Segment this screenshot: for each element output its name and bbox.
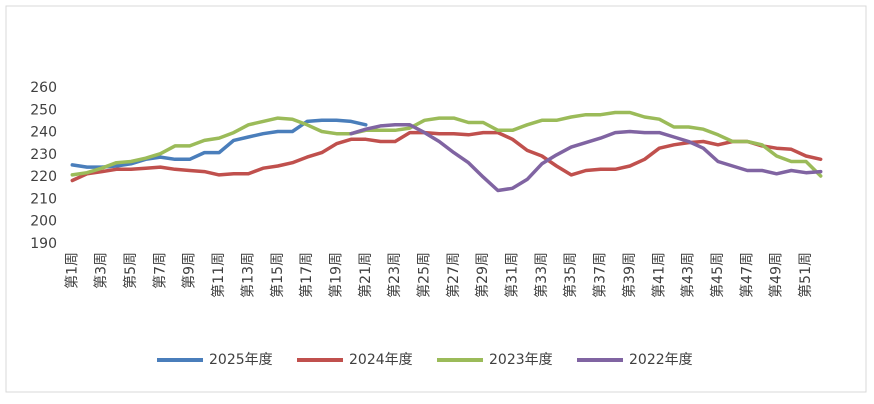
x-tick-label: 第29周	[474, 252, 491, 298]
x-tick-label: 第43周	[680, 252, 697, 298]
y-tick-label: 240	[30, 125, 57, 141]
x-tick-label: 第33周	[533, 252, 550, 298]
x-tick-label: 第9周	[181, 252, 198, 289]
x-tick-label: 第35周	[562, 252, 579, 298]
legend-label: 2024年度	[349, 352, 413, 368]
x-tick-label: 第13周	[239, 252, 256, 298]
line-series	[70, 110, 823, 178]
legend-label: 2022年度	[629, 352, 693, 368]
line-series	[70, 118, 368, 169]
y-tick-label: 260	[30, 80, 57, 96]
y-tick-label: 190	[30, 236, 57, 252]
x-tick-label: 第11周	[210, 252, 227, 298]
x-tick-label: 第23周	[386, 252, 403, 298]
x-tick-label: 第3周	[93, 252, 110, 289]
x-tick-label: 第31周	[504, 252, 521, 298]
x-tick-label: 第19周	[327, 252, 344, 298]
x-tick-label: 第49周	[768, 252, 785, 298]
line-series	[70, 130, 823, 183]
x-tick-label: 第37周	[592, 252, 609, 298]
y-tick-label: 200	[30, 214, 57, 230]
y-tick-label: 210	[30, 191, 57, 207]
x-tick-label: 第17周	[298, 252, 315, 298]
x-tick-label: 第25周	[415, 252, 432, 298]
y-tick-label: 230	[30, 147, 57, 163]
x-tick-label: 第51周	[797, 252, 814, 298]
x-tick-label: 第1周	[63, 252, 80, 289]
x-tick-label: 第39周	[621, 252, 638, 298]
x-tick-label: 第41周	[650, 252, 667, 298]
line-series	[349, 123, 823, 193]
x-tick-label: 第47周	[738, 252, 755, 298]
legend-label: 2023年度	[489, 352, 553, 368]
x-tick-label: 第7周	[151, 252, 168, 289]
x-tick-label: 第21周	[357, 252, 374, 298]
x-tick-label: 第27周	[445, 252, 462, 298]
y-tick-label: 250	[30, 102, 57, 118]
legend-label: 2025年度	[209, 352, 273, 368]
x-tick-label: 第15周	[269, 252, 286, 298]
y-tick-label: 220	[30, 169, 57, 185]
chart-border	[5, 5, 867, 393]
x-tick-label: 第45周	[709, 252, 726, 298]
x-tick-label: 第5周	[122, 252, 139, 289]
